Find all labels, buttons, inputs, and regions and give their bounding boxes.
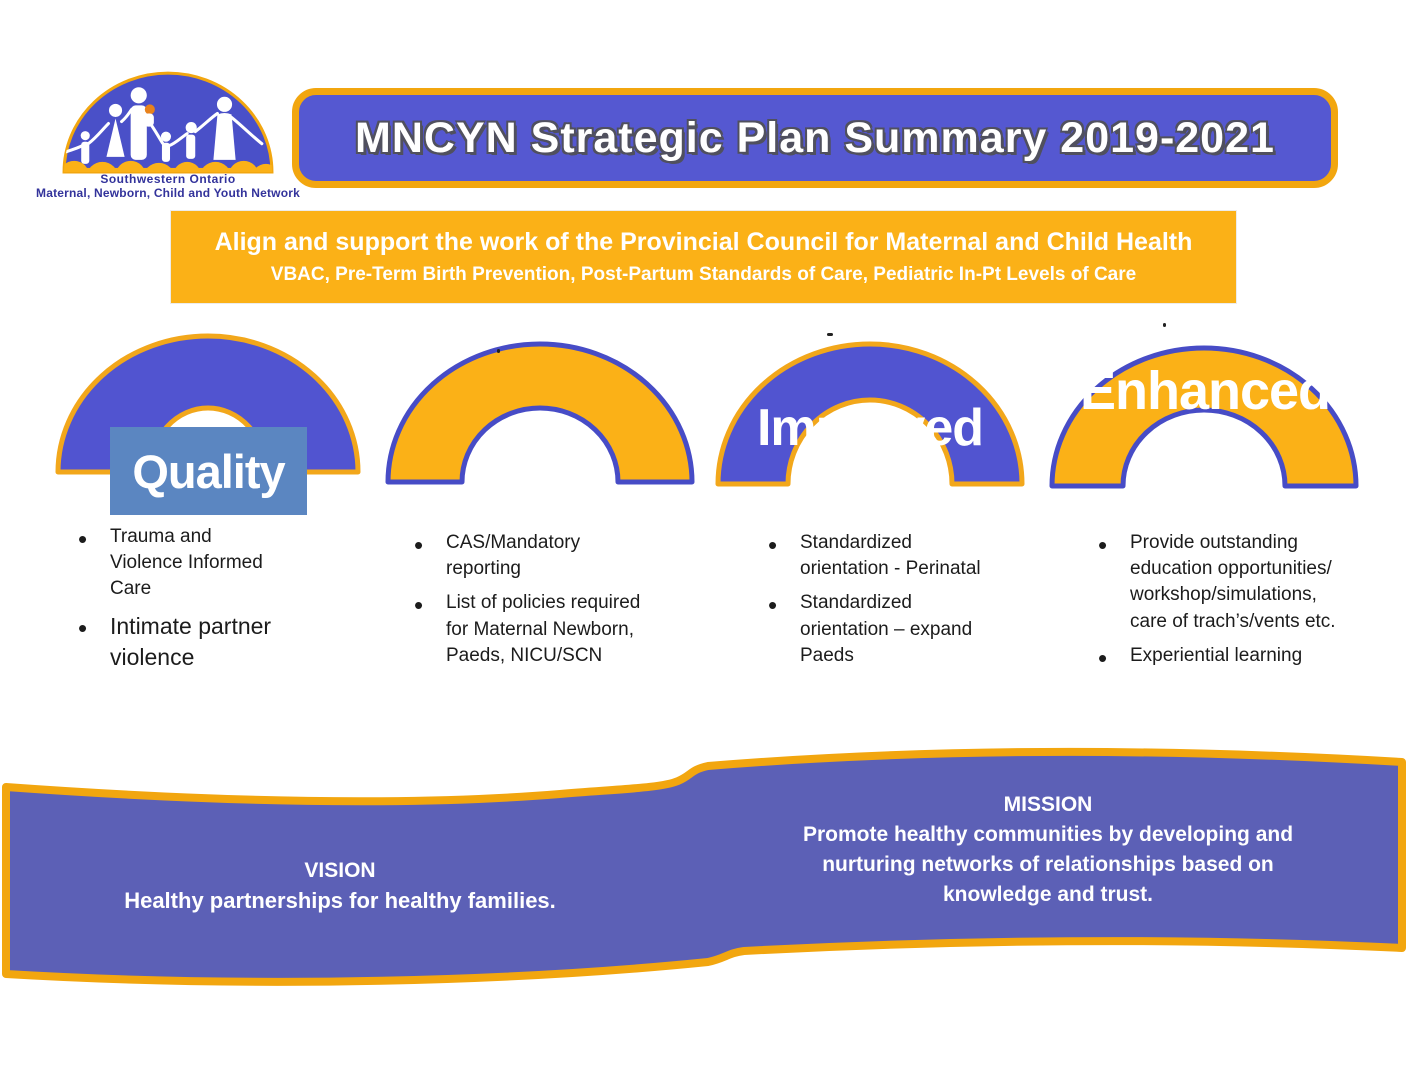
logo-baby-head	[144, 104, 155, 115]
page-title: MNCYN Strategic Plan Summary 2019-2021	[355, 113, 1275, 162]
mission-block: MISSION Promote healthy communities by d…	[788, 790, 1308, 910]
family-arch-logo-icon	[62, 71, 274, 174]
vision-block: VISION Healthy partnerships for healthy …	[40, 856, 640, 916]
stray-mark	[1163, 323, 1166, 327]
logo-scallop	[64, 160, 272, 172]
stray-mark	[497, 349, 500, 353]
enhanced-bullet-list: Provide outstanding education opportunit…	[1092, 528, 1354, 677]
improved-label: Improved	[756, 399, 984, 457]
list-item: Trauma and Violence Informed Care	[72, 522, 282, 603]
list-item: Standardized orientation - Perinatal	[762, 528, 990, 582]
list-item: Standardized orientation – expand Paeds	[762, 588, 990, 669]
quality-bullet-list: Trauma and Violence Informed Care Intima…	[72, 522, 282, 681]
banner-subheading: VBAC, Pre-Term Birth Prevention, Post-Pa…	[270, 264, 1137, 285]
improved-bullet-list: Standardized orientation - Perinatal Sta…	[762, 528, 990, 677]
mission-text: Promote healthy communities by developin…	[802, 823, 1294, 906]
arch-improved	[712, 338, 1028, 490]
quality-label: Quality	[132, 444, 285, 498]
list-item: Experiential learning	[1092, 641, 1354, 677]
vision-text: Healthy partnerships for healthy familie…	[124, 888, 556, 913]
stray-mark	[827, 333, 833, 336]
logo-family-figures	[80, 87, 236, 164]
provincial-council-banner: Align and support the work of the Provin…	[170, 210, 1237, 304]
logo-caption: Southwestern Ontario Maternal, Newborn, …	[30, 172, 306, 200]
logo-joined-hands	[64, 107, 264, 154]
list-item: CAS/Mandatory reporting	[408, 528, 656, 582]
title-banner: MNCYN Strategic Plan Summary 2019-2021	[292, 88, 1338, 188]
vision-heading: VISION	[304, 859, 376, 882]
logo-caption-line2: Maternal, Newborn, Child and Youth Netwo…	[36, 186, 300, 200]
arch-second	[382, 338, 698, 488]
logo-caption-line1: Southwestern Ontario	[100, 172, 236, 186]
list-item: Intimate partner violence	[72, 611, 282, 673]
mncyn-logo: Southwestern Ontario Maternal, Newborn, …	[36, 62, 300, 212]
second-bullet-list: CAS/Mandatory reporting List of policies…	[408, 528, 656, 677]
quality-label-box: Quality	[110, 427, 307, 515]
banner-heading: Align and support the work of the Provin…	[214, 228, 1193, 256]
mission-heading: MISSION	[1003, 793, 1093, 816]
list-item: Provide outstanding education opportunit…	[1092, 528, 1354, 635]
enhanced-label: Enhanced	[1079, 361, 1331, 421]
list-item: List of policies required for Maternal N…	[408, 588, 656, 669]
arch-enhanced	[1046, 342, 1362, 492]
